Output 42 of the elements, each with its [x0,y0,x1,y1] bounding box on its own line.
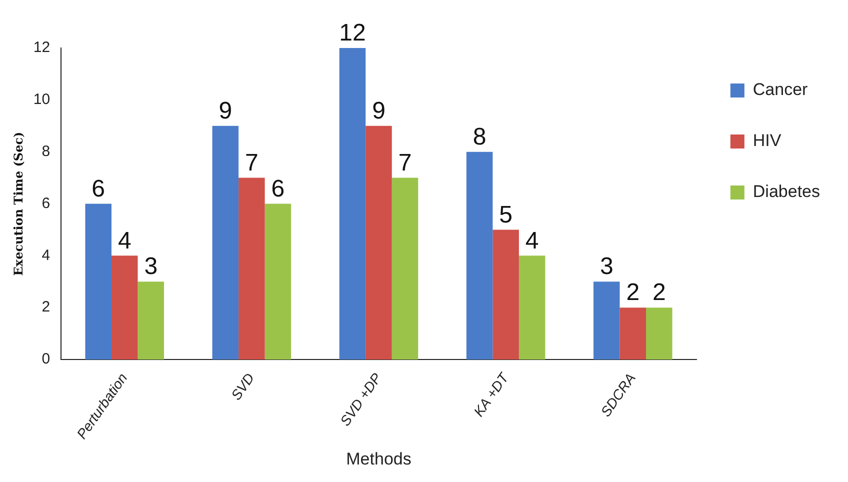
y-tick-label: 12 [33,39,50,56]
data-label: 7 [245,149,258,176]
bar [593,282,620,360]
data-label: 4 [118,227,132,254]
bar [620,308,646,360]
legend-label: HIV [752,131,782,150]
data-label: 5 [499,201,512,228]
bar [518,256,546,360]
data-label: 2 [626,279,640,306]
data-label: 6 [271,175,285,202]
data-label: 12 [339,20,366,47]
y-tick-label: 6 [42,194,50,212]
bar [212,126,239,360]
legend-label: Cancer [752,80,808,100]
bar [466,152,493,360]
x-axis-title: Methods [346,449,412,468]
bar [392,178,418,360]
y-tick-label: 10 [33,91,50,108]
data-label: 7 [398,149,412,176]
y-tick-label: 8 [42,142,50,160]
data-label: 6 [92,175,106,202]
data-label: 8 [472,123,486,150]
data-label: 3 [144,253,158,280]
y-tick-label: 4 [42,246,50,264]
bar [339,48,366,360]
y-tick-label: 2 [42,298,50,316]
data-label: 2 [652,279,666,306]
bar [138,282,164,360]
data-label: 3 [600,253,614,280]
data-label: 9 [218,97,232,124]
bar [85,204,112,360]
bar [111,256,138,360]
data-label: 4 [525,227,539,254]
bar [366,126,392,360]
bar [646,308,672,360]
data-label: 9 [372,97,386,124]
y-tick-label: 0 [42,350,50,368]
y-axis-title: Execution Time (Sec) [11,132,26,276]
bar [238,178,265,360]
bar [264,204,292,360]
legend-label: Diabetes [752,182,820,202]
bar [492,230,519,360]
